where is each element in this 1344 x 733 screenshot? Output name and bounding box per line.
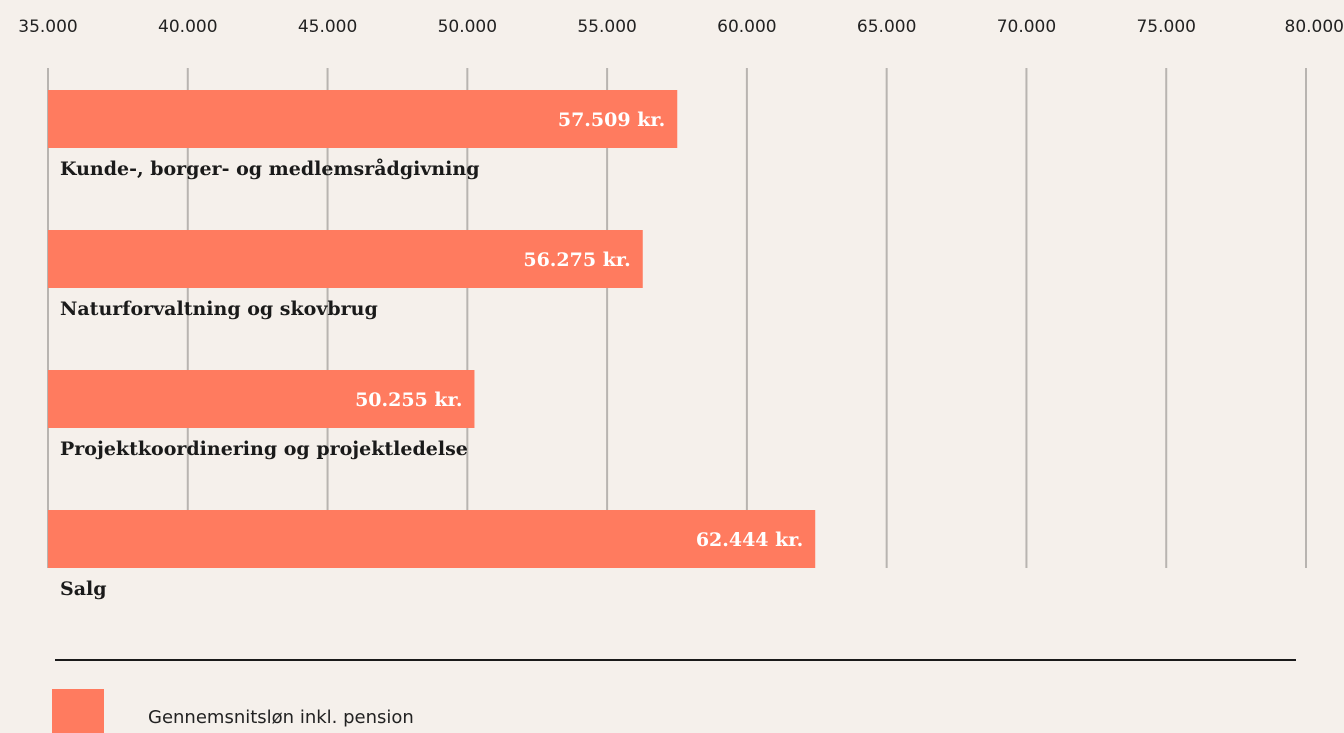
category-label: Kunde-, borger- og medlemsrådgivning bbox=[60, 157, 480, 180]
x-tick-label: 70.000 bbox=[997, 17, 1056, 37]
x-tick-label: 35.000 bbox=[18, 17, 77, 37]
value-label: 50.255 kr. bbox=[355, 389, 462, 411]
x-tick-label: 55.000 bbox=[577, 17, 636, 37]
category-label: Naturforvaltning og skovbrug bbox=[60, 298, 378, 320]
x-tick-label: 80.000 bbox=[1285, 17, 1344, 37]
category-label: Salg bbox=[60, 578, 107, 600]
bar bbox=[48, 230, 643, 288]
x-tick-label: 75.000 bbox=[1136, 17, 1195, 37]
value-label: 57.509 kr. bbox=[558, 109, 665, 131]
x-tick-label: 45.000 bbox=[298, 17, 357, 37]
legend-label: Gennemsnitsløn inkl. pension bbox=[148, 707, 414, 728]
x-tick-label: 50.000 bbox=[438, 17, 497, 37]
x-tick-label: 60.000 bbox=[717, 17, 776, 37]
x-tick-label: 65.000 bbox=[857, 17, 916, 37]
bar bbox=[48, 510, 816, 568]
bar bbox=[48, 370, 475, 428]
value-label: 62.444 kr. bbox=[696, 529, 803, 551]
x-tick-label: 40.000 bbox=[158, 17, 217, 37]
value-label: 56.275 kr. bbox=[523, 249, 630, 271]
legend-swatch bbox=[52, 689, 104, 733]
bar bbox=[48, 90, 678, 148]
category-label: Projektkoordinering og projektledelse bbox=[60, 438, 468, 460]
